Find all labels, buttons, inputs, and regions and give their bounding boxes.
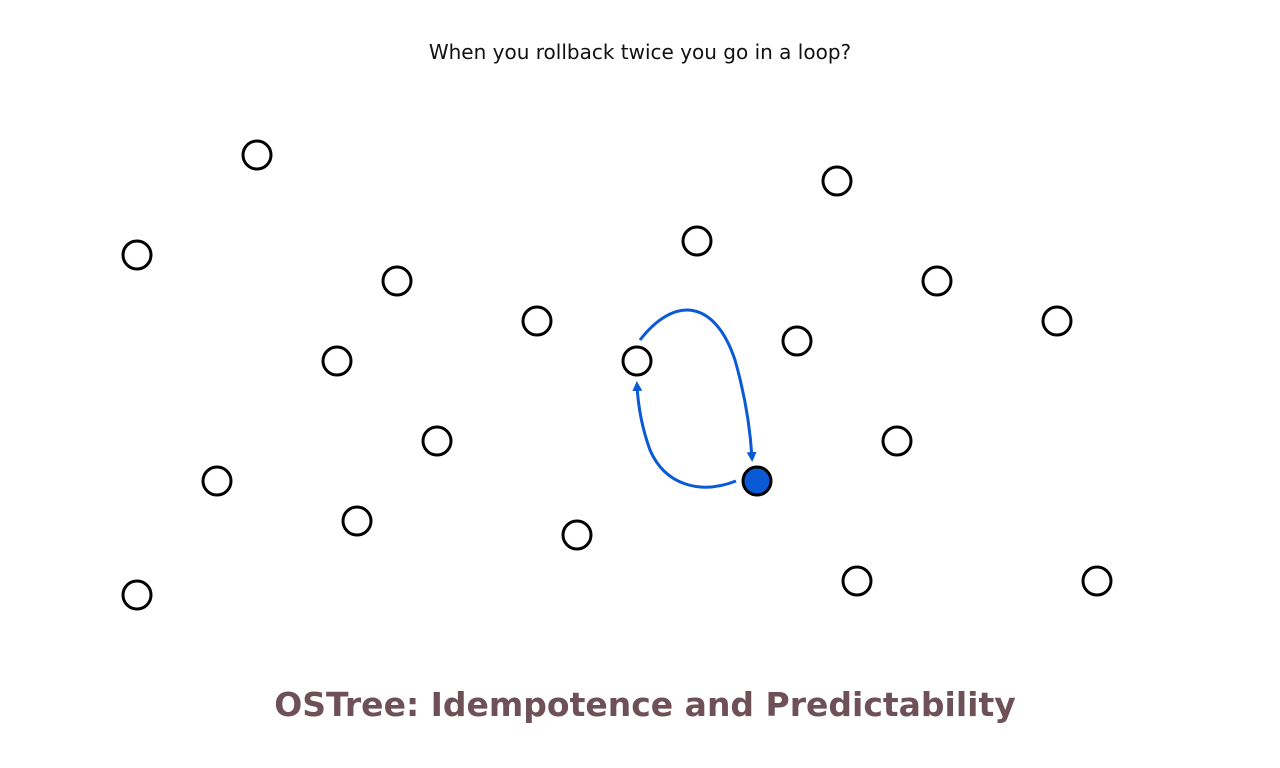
commit-node: [561, 519, 593, 551]
commit-node: [381, 265, 413, 297]
rollback-source-node: [621, 345, 653, 377]
slide-caption: When you rollback twice you go in a loop…: [428, 40, 852, 64]
slide-title: OSTree: Idempotence and Predictability: [274, 685, 1016, 724]
commit-node: [1081, 565, 1113, 597]
commit-node: [121, 579, 153, 611]
commit-node: [1041, 305, 1073, 337]
commit-node: [681, 225, 713, 257]
commit-node: [521, 305, 553, 337]
commit-node: [241, 139, 273, 171]
rollback-arrow-back: [632, 381, 737, 489]
current-deployment-node: [741, 465, 773, 497]
commit-node: [201, 465, 233, 497]
commit-node: [421, 425, 453, 457]
commit-node: [841, 565, 873, 597]
rollback-arrow-forward: [638, 308, 757, 462]
commit-node: [781, 325, 813, 357]
commit-node: [321, 345, 353, 377]
commit-node: [341, 505, 373, 537]
commit-node: [821, 165, 853, 197]
commit-node: [881, 425, 913, 457]
commit-node: [121, 239, 153, 271]
commit-node: [921, 265, 953, 297]
